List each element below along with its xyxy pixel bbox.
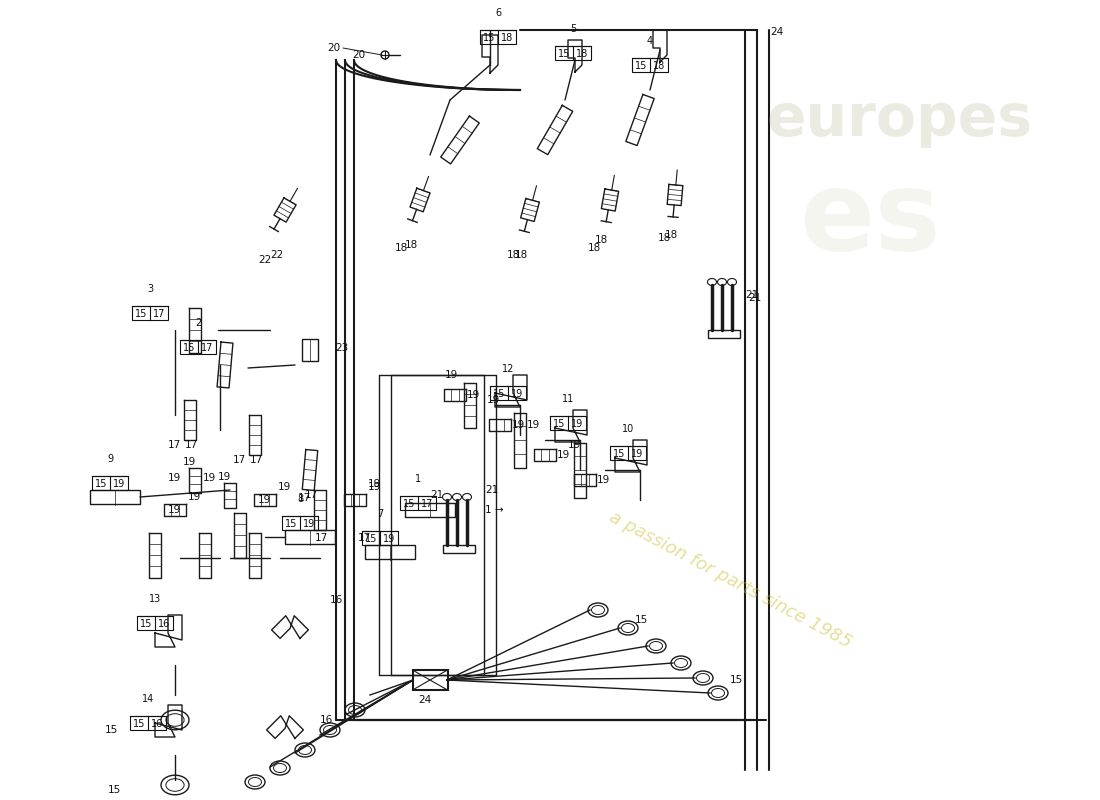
Text: 14: 14: [142, 694, 154, 704]
Text: 17: 17: [153, 309, 165, 319]
Text: 15: 15: [135, 309, 147, 319]
Text: 19: 19: [368, 479, 382, 489]
Text: 24: 24: [770, 27, 783, 37]
Text: 19: 19: [631, 449, 644, 459]
Text: 15: 15: [483, 33, 495, 43]
Text: 19: 19: [468, 390, 481, 400]
Text: 17: 17: [358, 533, 372, 543]
Text: 15: 15: [403, 499, 415, 509]
Text: 18: 18: [653, 61, 666, 71]
Text: 21: 21: [430, 490, 443, 500]
Text: 18: 18: [576, 49, 588, 59]
Text: 1 →: 1 →: [485, 505, 504, 515]
Text: 15: 15: [635, 615, 648, 625]
Text: 6: 6: [495, 8, 502, 18]
Text: 19: 19: [204, 473, 217, 483]
Text: 18: 18: [515, 250, 528, 260]
Text: 18: 18: [405, 240, 418, 250]
Text: 17: 17: [233, 455, 246, 465]
Text: 19: 19: [571, 419, 583, 429]
Text: 18: 18: [658, 233, 671, 243]
Text: 15: 15: [613, 449, 625, 459]
Text: 16: 16: [320, 715, 333, 725]
Text: 4: 4: [647, 36, 653, 46]
Text: 15: 15: [558, 49, 570, 59]
Text: 19: 19: [183, 457, 196, 467]
Text: 18: 18: [395, 243, 408, 253]
Text: 17: 17: [421, 499, 433, 509]
Text: 19: 19: [510, 389, 524, 399]
Text: 20: 20: [352, 50, 365, 60]
Text: 16: 16: [158, 619, 170, 629]
Text: a passion for parts since 1985: a passion for parts since 1985: [606, 508, 855, 652]
Text: 19: 19: [188, 492, 201, 502]
Text: 7: 7: [377, 509, 383, 519]
Text: 19: 19: [557, 450, 570, 460]
Text: 15: 15: [285, 519, 297, 529]
Text: 18: 18: [666, 230, 679, 240]
Text: 19: 19: [568, 440, 581, 450]
Text: 17: 17: [305, 490, 318, 500]
Text: europes: europes: [767, 91, 1033, 149]
Text: 15: 15: [133, 719, 145, 729]
Text: es: es: [800, 166, 940, 274]
Text: 19: 19: [597, 475, 611, 485]
Text: 19: 19: [446, 370, 459, 380]
Text: 19: 19: [302, 519, 315, 529]
Text: 12: 12: [502, 364, 514, 374]
Text: 21: 21: [485, 485, 498, 495]
Text: 15: 15: [140, 619, 152, 629]
Text: 17: 17: [298, 493, 311, 503]
Text: 15: 15: [183, 343, 195, 353]
Text: 15: 15: [95, 479, 107, 489]
Text: 15: 15: [730, 675, 744, 685]
Text: 19: 19: [168, 505, 182, 515]
Text: 5: 5: [570, 24, 576, 34]
Text: 19: 19: [258, 495, 272, 505]
Text: 19: 19: [113, 479, 125, 489]
Text: 11: 11: [562, 394, 574, 404]
Text: 21: 21: [748, 293, 761, 303]
Text: 23: 23: [336, 343, 349, 353]
Text: 17: 17: [315, 533, 328, 543]
Text: 10: 10: [621, 424, 634, 434]
Text: 19: 19: [512, 420, 526, 430]
Text: 16: 16: [151, 719, 163, 729]
Text: 17: 17: [168, 440, 182, 450]
Text: 20: 20: [327, 43, 340, 53]
Text: 19: 19: [487, 395, 500, 405]
Text: 15: 15: [635, 61, 647, 71]
Text: 1: 1: [415, 474, 421, 484]
Text: 18: 18: [595, 235, 608, 245]
Text: 19: 19: [527, 420, 540, 430]
Text: 9: 9: [107, 454, 113, 464]
Text: 18: 18: [507, 250, 520, 260]
Text: 19: 19: [168, 473, 182, 483]
Text: 16: 16: [330, 595, 343, 605]
Text: 19: 19: [218, 472, 231, 482]
Text: 13: 13: [148, 594, 161, 604]
Text: 17: 17: [250, 455, 263, 465]
Text: 15: 15: [365, 534, 377, 544]
Text: 18: 18: [588, 243, 602, 253]
Text: 8: 8: [297, 494, 304, 504]
Text: 22: 22: [258, 255, 272, 265]
Text: 19: 19: [368, 482, 382, 492]
Text: 3: 3: [147, 284, 153, 294]
Text: 17: 17: [201, 343, 213, 353]
Text: 15: 15: [493, 389, 505, 399]
Text: 18: 18: [500, 33, 513, 43]
Text: 21: 21: [745, 290, 758, 300]
Text: 15: 15: [108, 785, 121, 795]
Text: 19: 19: [278, 482, 292, 492]
Text: 17: 17: [185, 440, 198, 450]
Text: 15: 15: [104, 725, 119, 735]
Text: 22: 22: [270, 250, 284, 260]
Text: 19: 19: [383, 534, 395, 544]
Text: 24: 24: [418, 695, 431, 705]
Text: 2: 2: [195, 318, 201, 328]
Text: 15: 15: [553, 419, 565, 429]
